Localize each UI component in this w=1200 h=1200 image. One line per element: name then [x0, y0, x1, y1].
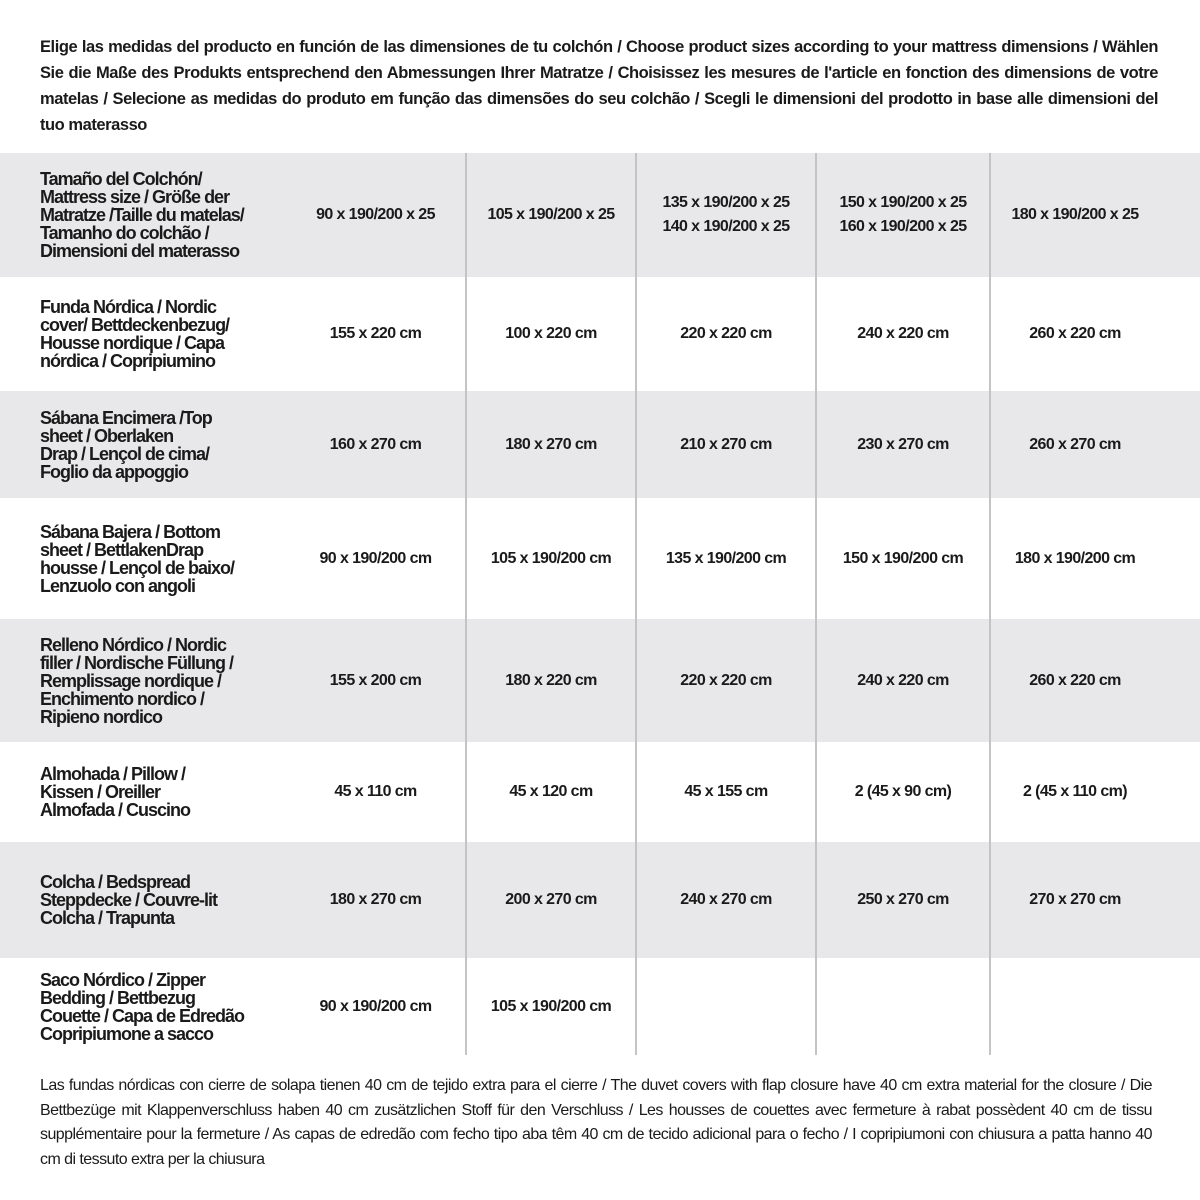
column-divider: [989, 153, 991, 1055]
table-row: Sábana Encimera /Top sheet / Oberlaken D…: [0, 391, 1200, 498]
size-cell: 2 (45 x 90 cm): [854, 783, 952, 800]
size-cell: 210 x 270 cm: [680, 435, 772, 453]
size-cell: 180 x 270 cm: [505, 435, 597, 453]
size-cell: 180 x 220 cm: [505, 671, 597, 689]
size-cell: 105 x 190/200 cm: [490, 997, 612, 1015]
table-row: Almohada / Pillow / Kissen / Oreiller Al…: [0, 742, 1200, 842]
page-title: Elige las medidas del producto en funció…: [40, 38, 1158, 134]
size-cell: 135 x 190/200 x 25 140 x 190/200 x 25: [662, 194, 790, 235]
size-table: Tamaño del Colchón/ Mattress size / Größ…: [0, 153, 1200, 1055]
size-cell: 240 x 220 cm: [857, 671, 949, 689]
size-cell: 250 x 270 cm: [857, 891, 949, 908]
size-cell: 240 x 270 cm: [680, 891, 772, 908]
size-cell: 220 x 220 cm: [680, 325, 772, 342]
size-cell: 260 x 220 cm: [1029, 671, 1121, 689]
size-cell: 90 x 190/200 cm: [319, 997, 433, 1015]
size-cell: 135 x 190/200 cm: [665, 549, 787, 567]
row-label: Almohada / Pillow / Kissen / Oreiller Al…: [40, 764, 191, 820]
size-cell: 90 x 190/200 cm: [319, 549, 433, 567]
column-divider: [465, 153, 467, 1055]
row-label: Tamaño del Colchón/ Mattress size / Größ…: [40, 169, 245, 261]
size-cell: 155 x 200 cm: [329, 671, 422, 689]
table-row: Colcha / Bedspread Steppdecke / Couvre-l…: [0, 842, 1200, 958]
size-cell: 270 x 270 cm: [1029, 891, 1121, 908]
footer-note: Las fundas nórdicas con cierre de solapa…: [40, 1077, 1153, 1168]
size-cell: 200 x 270 cm: [505, 891, 597, 908]
size-cell: 230 x 270 cm: [857, 435, 949, 453]
size-cell: 240 x 220 cm: [857, 325, 949, 342]
size-cell: 105 x 190/200 x 25: [487, 206, 615, 223]
size-cell: 155 x 220 cm: [329, 325, 422, 342]
size-cell: 260 x 220 cm: [1029, 325, 1121, 342]
size-cell: 180 x 270 cm: [329, 891, 422, 908]
row-label: Colcha / Bedspread Steppdecke / Couvre-l…: [40, 872, 218, 928]
size-cell: 2 (45 x 110 cm): [1023, 783, 1128, 800]
size-cell: 45 x 155 cm: [684, 783, 768, 800]
table-row: Saco Nórdico / Zipper Bedding / Bettbezu…: [0, 958, 1200, 1055]
size-cell: 105 x 190/200 cm: [490, 549, 612, 567]
size-cell: 180 x 190/200 x 25: [1011, 206, 1139, 223]
table-row: Funda Nórdica / Nordic cover/ Bettdecken…: [0, 277, 1200, 391]
size-cell: 45 x 120 cm: [509, 783, 593, 800]
size-cell: 150 x 190/200 cm: [842, 549, 964, 567]
size-cell: 220 x 220 cm: [680, 671, 772, 689]
column-divider: [635, 153, 637, 1055]
size-cell: 100 x 220 cm: [505, 325, 597, 342]
row-label: Sábana Bajera / Bottom sheet / Bettlaken…: [40, 521, 235, 596]
table-row: Relleno Nórdico / Nordic filler / Nordis…: [0, 619, 1200, 742]
row-label: Funda Nórdica / Nordic cover/ Bettdecken…: [40, 297, 230, 371]
table-row: Sábana Bajera / Bottom sheet / Bettlaken…: [0, 498, 1200, 619]
row-label: Saco Nórdico / Zipper Bedding / Bettbezu…: [40, 969, 245, 1044]
size-cell: 45 x 110 cm: [334, 783, 417, 800]
size-cell: 160 x 270 cm: [329, 435, 422, 453]
table-row: Tamaño del Colchón/ Mattress size / Größ…: [0, 153, 1200, 277]
row-label: Sábana Encimera /Top sheet / Oberlaken D…: [40, 407, 213, 482]
size-cell: 260 x 270 cm: [1029, 435, 1121, 453]
column-divider: [815, 153, 817, 1055]
size-cell: 150 x 190/200 x 25 160 x 190/200 x 25: [839, 194, 967, 235]
size-cell: 90 x 190/200 x 25: [316, 206, 435, 223]
size-cell: 180 x 190/200 cm: [1014, 549, 1136, 567]
row-label: Relleno Nórdico / Nordic filler / Nordis…: [40, 634, 234, 727]
